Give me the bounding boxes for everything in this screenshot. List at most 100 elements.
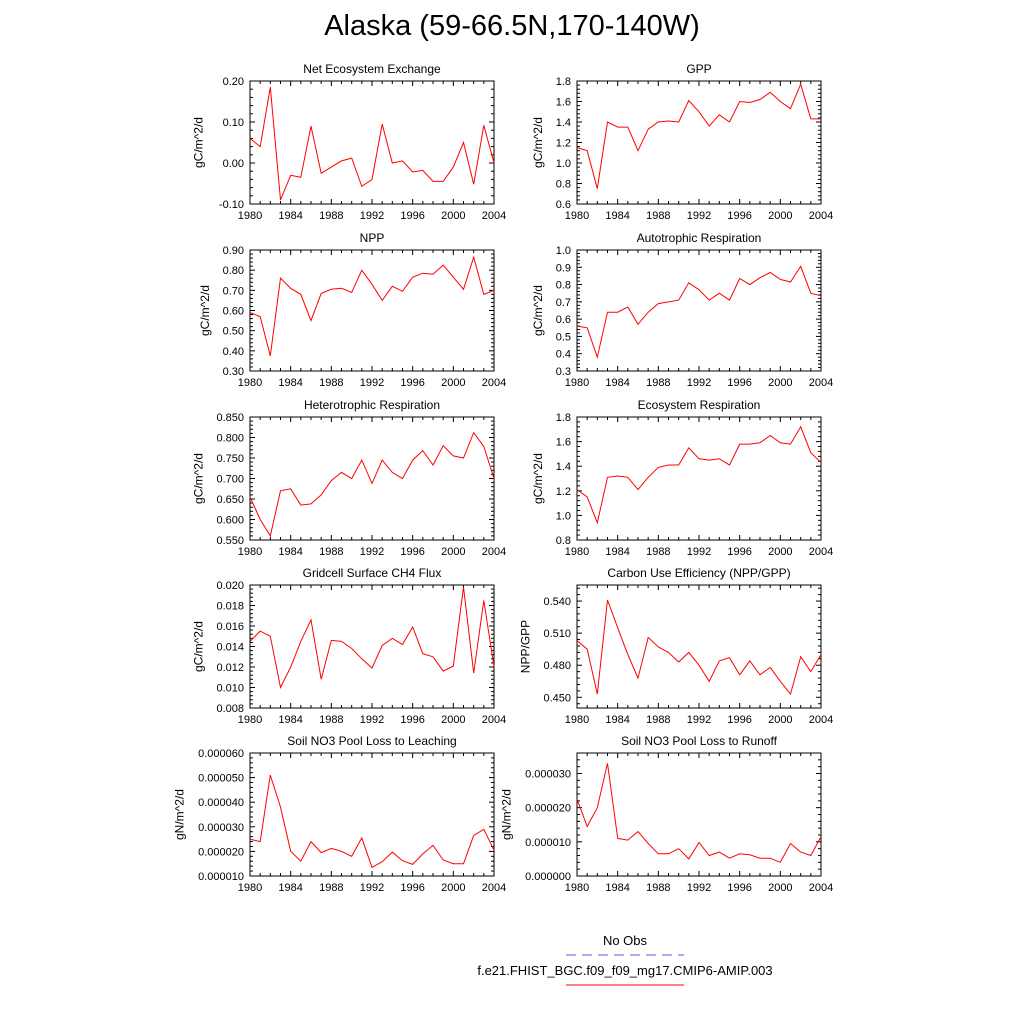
x-tick-label: 1992: [687, 714, 711, 726]
y-tick-label: 0.8: [556, 535, 571, 547]
x-tick-label: 1988: [646, 546, 670, 558]
y-tick-label: 0.650: [216, 494, 244, 506]
chart-panel-6: Ecosystem Respiration 1980 1984 1988 1992 199…: [531, 398, 833, 558]
x-tick-label: 1984: [605, 377, 629, 389]
x-tick-label: 1980: [565, 546, 589, 558]
y-tick-label: 0.550: [216, 535, 244, 547]
chart-panel-3: NPP 1980 1984 1988 1992 1996 2000 2004 0.30 0.40 0…: [198, 231, 506, 389]
y-tick-label: 0.000000: [525, 871, 571, 883]
x-tick-label: 1988: [319, 377, 343, 389]
x-tick-label: 2000: [441, 546, 465, 558]
y-tick-label: 0.000030: [525, 769, 571, 781]
chart-title: GPP: [686, 62, 711, 76]
x-tick-label: 1988: [319, 714, 343, 726]
x-tick-label: 1992: [687, 546, 711, 558]
chart-title: Soil NO3 Pool Loss to Runoff: [621, 734, 778, 748]
series-line: [576, 425, 822, 525]
y-tick-label: 0.540: [543, 596, 571, 608]
x-tick-label: 1980: [238, 714, 262, 726]
y-tick-label: 0.50: [223, 326, 244, 338]
x-tick-label: 1988: [319, 210, 343, 222]
x-tick-label: 1992: [360, 546, 384, 558]
x-tick-label: 2004: [482, 546, 506, 558]
y-tick-label: 1.4: [556, 461, 571, 473]
y-tick-label: 1.8: [556, 76, 571, 88]
legend-label-run: f.e21.FHIST_BGC.f09_f09_mg17.CMIP6-AMIP.…: [477, 963, 773, 978]
x-tick-label: 1988: [646, 377, 670, 389]
y-tick-label: 0.600: [216, 515, 244, 527]
y-tick-label: 0.510: [543, 628, 571, 640]
x-tick-label: 2000: [768, 377, 792, 389]
x-tick-label: 1984: [278, 882, 302, 894]
x-tick-label: 2000: [768, 546, 792, 558]
x-tick-label: 2000: [441, 714, 465, 726]
x-tick-label: 2004: [482, 210, 506, 222]
y-tick-label: 0.450: [543, 692, 571, 704]
x-tick-label: 2000: [768, 714, 792, 726]
y-tick-label: 0.8: [556, 280, 571, 292]
y-tick-label: -0.10: [219, 199, 244, 211]
y-tick-label: 1.8: [556, 412, 571, 424]
x-tick-label: 1980: [238, 377, 262, 389]
series-line: [576, 265, 822, 360]
x-tick-label: 1996: [400, 210, 424, 222]
chart-title: Gridcell Surface CH4 Flux: [303, 566, 442, 580]
y-tick-label: 0.000020: [525, 803, 571, 815]
y-axis-label: gC/m^2/d: [531, 453, 545, 504]
chart-panel-1: Net Ecosystem Exchange 1980 1984 1988 1992 19…: [192, 62, 507, 222]
page-title: Alaska (59-66.5N,170-140W): [324, 10, 700, 42]
x-tick-label: 1996: [727, 210, 751, 222]
chart-title: Autotrophic Respiration: [637, 231, 762, 245]
y-axis-label: gC/m^2/d: [192, 621, 206, 672]
x-tick-label: 1996: [727, 882, 751, 894]
x-tick-label: 2000: [768, 882, 792, 894]
chart-panel-8: Carbon Use Efficiency (NPP/GPP) 1980 1984 1…: [519, 566, 834, 726]
x-tick-label: 1992: [360, 210, 384, 222]
x-tick-label: 1980: [565, 377, 589, 389]
y-tick-label: 0.700: [216, 474, 244, 486]
chart-panel-7: Gridcell Surface CH4 Flux 1980 1984 1988 199…: [192, 566, 507, 726]
y-tick-label: 0.6: [556, 199, 571, 211]
x-tick-label: 2004: [809, 882, 833, 894]
x-tick-label: 1984: [605, 210, 629, 222]
x-tick-label: 1988: [646, 714, 670, 726]
chart-panel-2: GPP 1980 1984 1988 1992 1996 2000 2004 0.6 0.8 1.0…: [531, 62, 833, 222]
x-tick-label: 1984: [278, 714, 302, 726]
x-tick-label: 1984: [278, 546, 302, 558]
x-tick-label: 1984: [278, 210, 302, 222]
y-tick-label: 0.750: [216, 453, 244, 465]
y-tick-label: 0.00: [223, 158, 244, 170]
y-tick-label: 0.8: [556, 179, 571, 191]
x-tick-label: 1988: [319, 882, 343, 894]
x-tick-label: 1992: [687, 377, 711, 389]
y-tick-label: 0.014: [216, 642, 244, 654]
series-line: [249, 255, 495, 357]
y-tick-label: 0.480: [543, 660, 571, 672]
x-tick-label: 2000: [768, 210, 792, 222]
y-tick-label: 1.2: [556, 486, 571, 498]
x-tick-label: 1984: [605, 714, 629, 726]
chart-title: NPP: [360, 231, 385, 245]
y-tick-label: 0.010: [216, 683, 244, 695]
y-tick-label: 0.6: [556, 314, 571, 326]
x-tick-label: 2004: [809, 377, 833, 389]
chart-title: Ecosystem Respiration: [638, 398, 761, 412]
x-tick-label: 2004: [809, 714, 833, 726]
y-tick-label: 1.6: [556, 97, 571, 109]
x-tick-label: 1996: [727, 546, 751, 558]
y-axis-label: gC/m^2/d: [531, 285, 545, 336]
y-tick-label: 0.9: [556, 262, 571, 274]
x-tick-label: 1984: [278, 377, 302, 389]
y-tick-label: 0.000050: [198, 773, 244, 785]
y-tick-label: 0.020: [216, 580, 244, 592]
x-tick-label: 2004: [809, 546, 833, 558]
x-tick-label: 1996: [727, 714, 751, 726]
y-tick-label: 0.4: [556, 349, 571, 361]
y-tick-label: 0.008: [216, 703, 244, 715]
series-line: [576, 599, 822, 696]
y-tick-label: 0.800: [216, 433, 244, 445]
y-tick-label: 0.000020: [198, 846, 244, 858]
y-tick-label: 0.3: [556, 366, 571, 378]
y-tick-label: 0.90: [223, 245, 244, 257]
